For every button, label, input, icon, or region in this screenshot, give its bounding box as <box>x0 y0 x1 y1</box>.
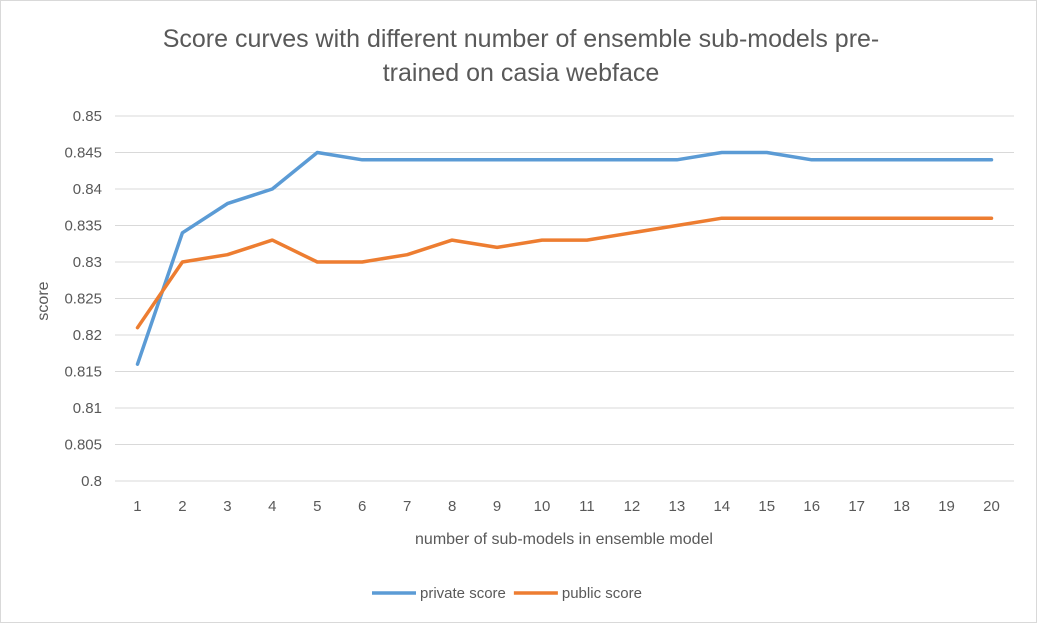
x-tick-label: 13 <box>669 498 686 515</box>
legend-label: private score <box>420 585 506 602</box>
x-tick-label: 15 <box>758 498 775 515</box>
x-tick-label: 6 <box>358 498 366 515</box>
legend: private score public score <box>372 585 642 602</box>
y-tick-label: 0.815 <box>64 364 102 381</box>
chart-title-line-1: Score curves with different number of en… <box>163 25 880 53</box>
y-tick-label: 0.82 <box>73 327 102 344</box>
series-line <box>135 216 994 330</box>
x-tick-label: 12 <box>624 498 641 515</box>
x-tick-label: 14 <box>713 498 730 515</box>
x-tick-label: 16 <box>803 498 820 515</box>
x-tick-label: 1 <box>133 498 141 515</box>
x-tick-label: 20 <box>983 498 1000 515</box>
x-tick-label: 17 <box>848 498 865 515</box>
x-tick-label: 3 <box>223 498 231 515</box>
gridlines <box>115 115 1014 482</box>
x-axis-label: number of sub-models in ensemble model <box>415 531 713 548</box>
y-tick-label: 0.8 <box>81 473 102 490</box>
y-tick-label: 0.84 <box>73 181 102 198</box>
x-tick-label: 8 <box>448 498 456 515</box>
y-tick-label: 0.83 <box>73 254 102 271</box>
legend-label: public score <box>562 585 642 602</box>
x-tick-label: 5 <box>313 498 321 515</box>
x-tick-label: 9 <box>493 498 501 515</box>
x-tick-label: 4 <box>268 498 276 515</box>
y-tick-label: 0.845 <box>64 145 102 162</box>
y-axis-ticks: 0.8 0.805 0.81 0.815 0.82 0.825 0.83 0.835 0.84 0… <box>64 108 102 490</box>
chart-title-line-2: trained on casia webface <box>383 59 660 87</box>
x-tick-label: 18 <box>893 498 910 515</box>
x-tick-label: 19 <box>938 498 955 515</box>
x-tick-label: 2 <box>178 498 186 515</box>
x-tick-label: 7 <box>403 498 411 515</box>
x-tick-label: 11 <box>579 498 595 515</box>
y-tick-label: 0.825 <box>64 291 102 308</box>
y-tick-label: 0.81 <box>73 400 102 417</box>
y-tick-label: 0.835 <box>64 218 102 235</box>
y-axis-label: score <box>35 281 52 320</box>
series-lines <box>135 150 994 366</box>
y-tick-label: 0.805 <box>64 437 102 454</box>
x-tick-label: 10 <box>534 498 551 515</box>
y-tick-label: 0.85 <box>73 108 102 125</box>
x-axis-ticks: 1 2 3 4 5 6 7 8 9 10 11 12 13 14 15 16 17 18 19 20 <box>133 498 1000 515</box>
series-line <box>135 150 994 366</box>
